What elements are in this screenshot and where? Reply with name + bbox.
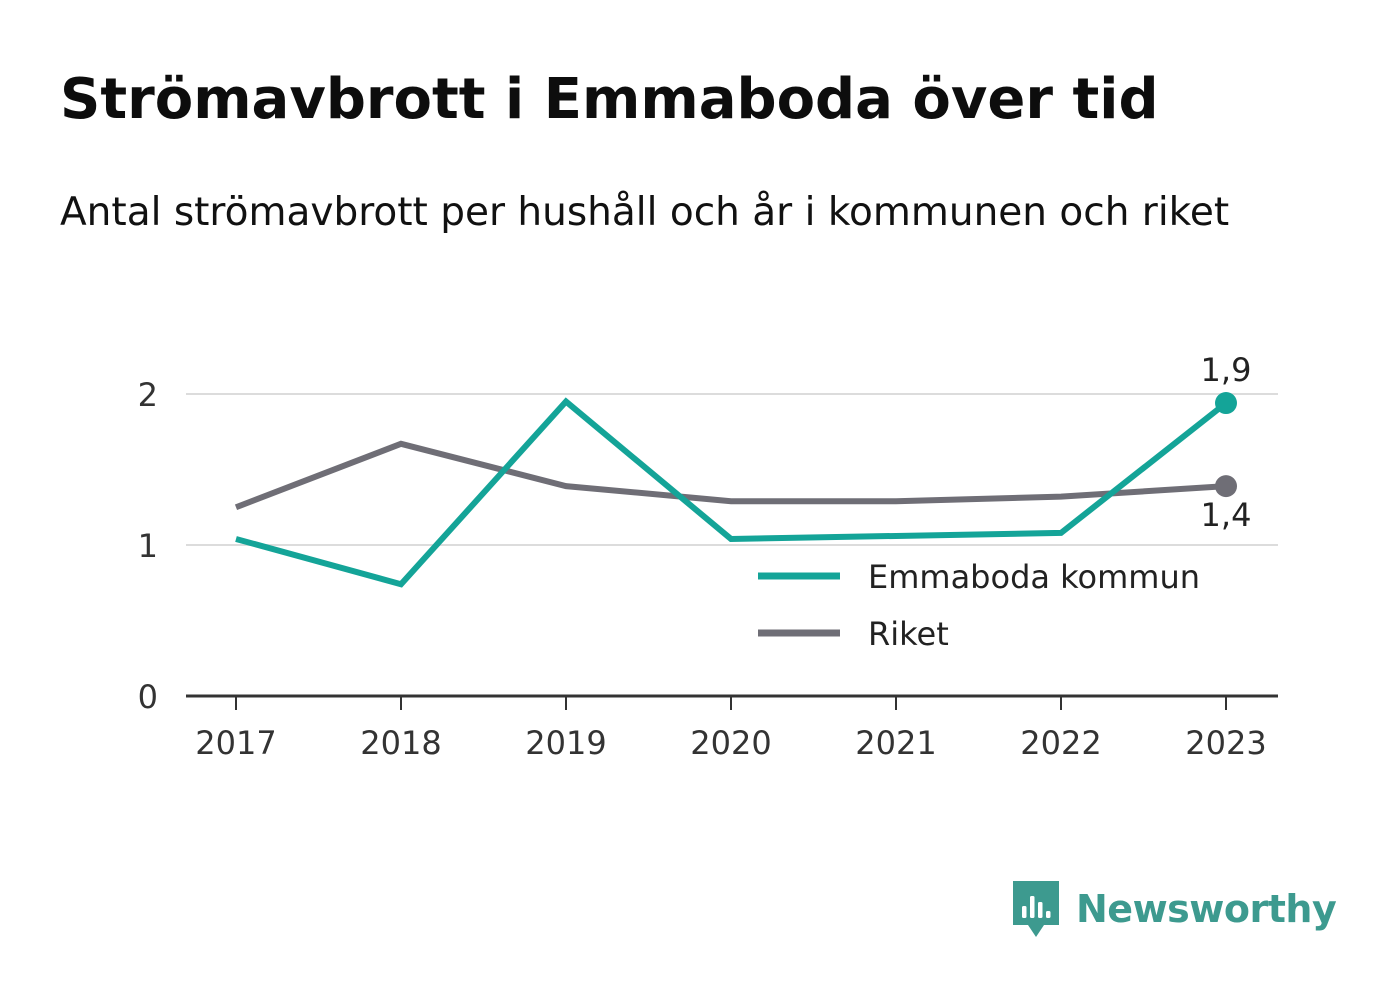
end-value-label: 1,4 [1201, 496, 1252, 534]
chart-subtitle: Antal strömavbrott per hushåll och år i … [60, 190, 1230, 235]
y-axis-ticks: 0 1 2 [138, 376, 158, 716]
x-tick-label: 2019 [525, 724, 606, 762]
legend-label: Riket [868, 615, 949, 653]
chart-title: Strömavbrott i Emmaboda över tid [60, 67, 1159, 132]
x-tick-label: 2017 [195, 724, 276, 762]
gridlines [186, 393, 1278, 546]
newsworthy-logo-icon [1013, 881, 1059, 937]
y-tick-label: 0 [138, 678, 158, 716]
x-tick-label: 2023 [1185, 724, 1266, 762]
x-axis-ticks: 2017 2018 2019 2020 2021 2022 2023 [195, 696, 1267, 762]
series-lines: 1,4 1,9 [234, 348, 1254, 588]
legend: Emmaboda kommun Riket [758, 558, 1200, 653]
x-tick-label: 2022 [1020, 724, 1101, 762]
series-line-emmaboda [235, 397, 1228, 588]
y-tick-label: 1 [138, 527, 158, 565]
legend-label: Emmaboda kommun [868, 558, 1200, 596]
x-tick-label: 2021 [855, 724, 936, 762]
brand-name: Newsworthy [1076, 887, 1337, 931]
series-line-riket [234, 440, 1227, 511]
brand-logo: Newsworthy [1010, 878, 1337, 940]
end-point-marker [1215, 475, 1237, 498]
y-tick-label: 2 [138, 376, 158, 414]
end-value-label: 1,9 [1201, 351, 1252, 389]
end-point-marker [1215, 392, 1237, 415]
x-tick-label: 2018 [360, 724, 441, 762]
x-tick-label: 2020 [690, 724, 771, 762]
